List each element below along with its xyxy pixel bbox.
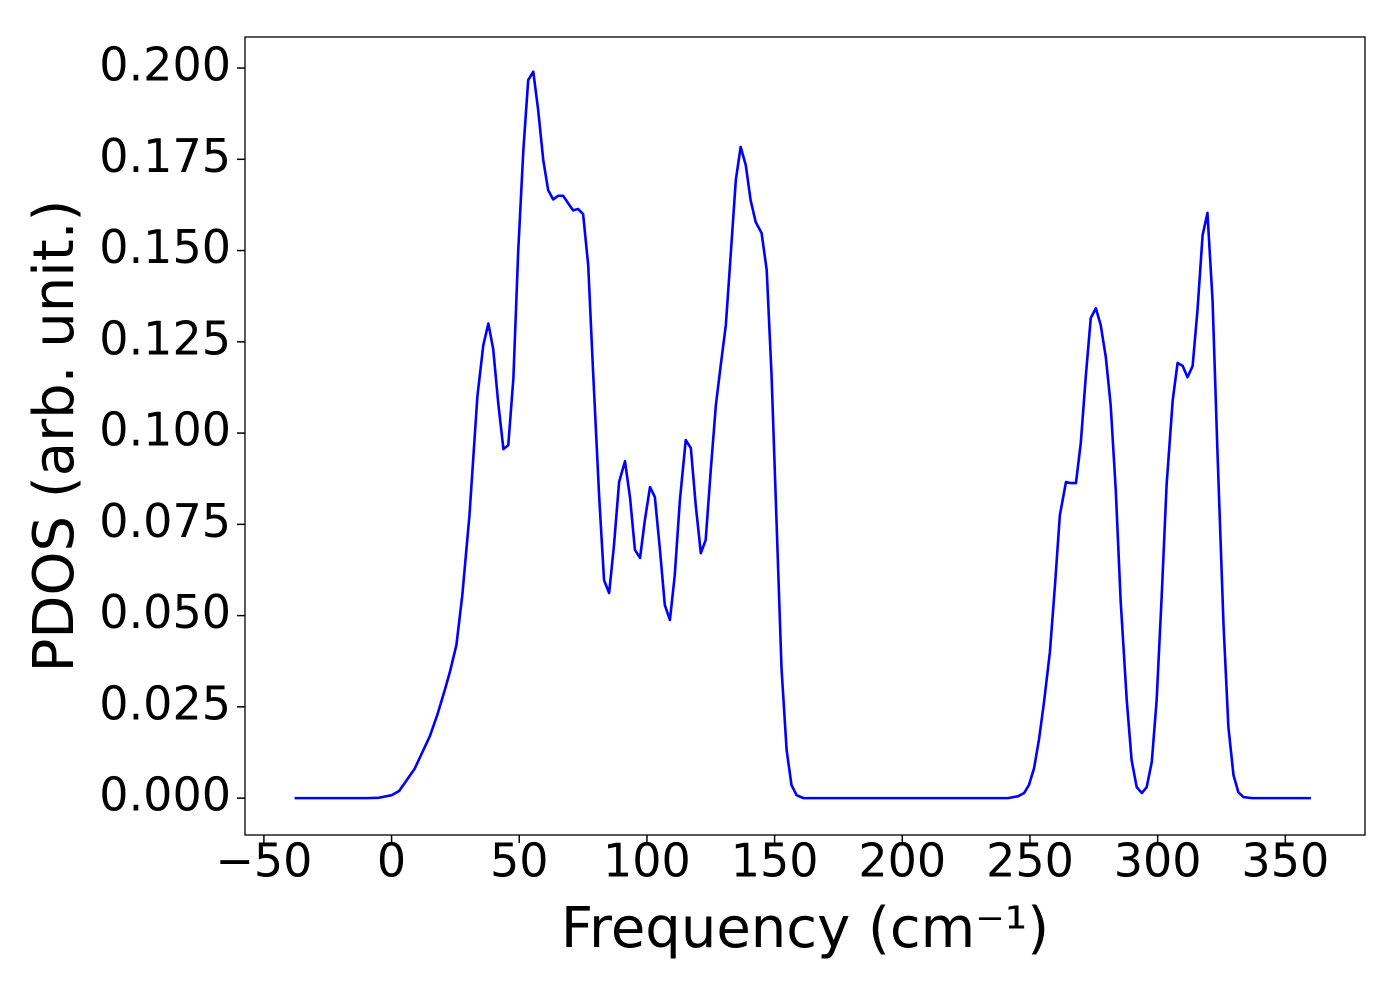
x-tick-label: 150 <box>731 834 819 888</box>
y-tick-label: 0.200 <box>99 38 231 92</box>
y-tick-label: 0.075 <box>99 494 231 548</box>
x-tick-label: 250 <box>986 834 1074 888</box>
y-tick-label: 0.125 <box>99 311 231 365</box>
x-tick-label: 0 <box>377 834 406 888</box>
y-tick-label: 0.100 <box>99 403 231 457</box>
y-axis-label: PDOS (arb. unit.) <box>22 200 87 673</box>
x-tick-label: 350 <box>1241 834 1329 888</box>
x-axis-label: Frequency (cm⁻¹) <box>561 896 1049 961</box>
y-tick-label: 0.050 <box>99 585 231 639</box>
plot-frame <box>244 36 1366 836</box>
x-tick-label: 200 <box>858 834 946 888</box>
y-tick-label: 0.000 <box>99 768 231 822</box>
data-line <box>294 70 1311 800</box>
x-tick-label: 50 <box>490 834 549 888</box>
x-tick-label: −50 <box>215 834 312 888</box>
y-tick-label: 0.150 <box>99 220 231 274</box>
y-tick-label: 0.025 <box>99 676 231 730</box>
x-tick-label: 100 <box>603 834 691 888</box>
y-tick-label: 0.175 <box>99 129 231 183</box>
x-tick-label: 300 <box>1114 834 1202 888</box>
